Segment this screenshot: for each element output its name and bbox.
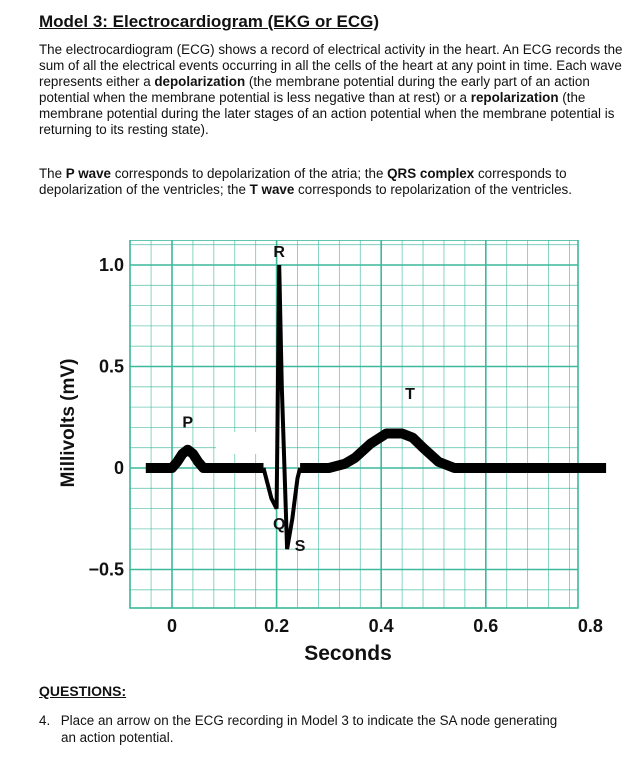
x-axis-label: Seconds [304,642,392,665]
x-tick-label: 0 [167,616,177,636]
bold-term: T wave [249,182,295,197]
grid-border [129,239,579,609]
text-run: corresponds to repolarization of the ven… [294,182,572,197]
trace-qrs-complex [261,264,303,550]
y-tick-label: −0.5 [88,560,124,580]
ecg-axes: Millivolts (mV) Seconds 0 0.2 0.4 0.6 0.8 1.0… [58,255,603,665]
ecg-chart: Millivolts (mV) Seconds 0 0.2 0.4 0.6 0.8 1.0… [58,239,607,665]
x-tick-label: 0.8 [578,616,603,636]
question-number: 4. [39,713,51,728]
ecg-trace [145,264,607,550]
trace-t-wave [300,428,607,473]
y-axis-label: Millivolts (mV) [58,359,79,488]
wave-label-q: Q [273,516,285,533]
grid-patch [216,432,278,454]
question-4-line-1: Place an arrow on the ECG recording in M… [60,713,558,728]
x-tick-label: 0.6 [473,616,498,636]
questions-heading: QUESTIONS: [39,683,127,699]
bold-term: depolarization [154,74,246,89]
text-run: The [39,166,66,181]
ecg-figure: Millivolts (mV) Seconds 0 0.2 0.4 0.6 0.8 1.0… [0,239,640,670]
wave-label-r: R [273,244,285,261]
wave-label-p: P [182,414,193,431]
y-tick-label: 0 [114,458,124,478]
ecg-grid [129,239,579,609]
y-tick-label: 1.0 [99,255,124,275]
bold-term: P wave [65,166,111,181]
y-tick-label: 0.5 [99,357,124,377]
page-title: Model 3: Electrocardiogram (EKG or ECG) [39,12,380,31]
wave-description-paragraph: The P wave corresponds to depolarization… [39,166,629,198]
question-4: 4. Place an arrow on the ECG recording i… [39,712,629,746]
bold-term: QRS complex [387,166,475,181]
wave-labels: P R QS T [182,244,415,555]
x-tick-label: 0.4 [369,616,394,636]
text-run: corresponds to depolarization of the atr… [110,166,388,181]
x-tick-label: 0.2 [264,616,289,636]
question-4-line-2: an action potential. [61,730,174,745]
wave-label-t: T [405,386,415,403]
intro-paragraph: The electrocardiogram (ECG) shows a reco… [39,42,629,138]
text-run: (the membrane potential during the later… [39,90,615,137]
text-run: (the membrane potential during the early… [39,74,590,105]
trace-p-wave [145,444,264,473]
wave-label-s: S [295,538,306,555]
text-run: The electrocardiogram (ECG) shows a reco… [39,42,623,89]
text-run: corresponds to depolarization of the ven… [39,166,567,197]
bold-term: repolarization [470,90,559,105]
